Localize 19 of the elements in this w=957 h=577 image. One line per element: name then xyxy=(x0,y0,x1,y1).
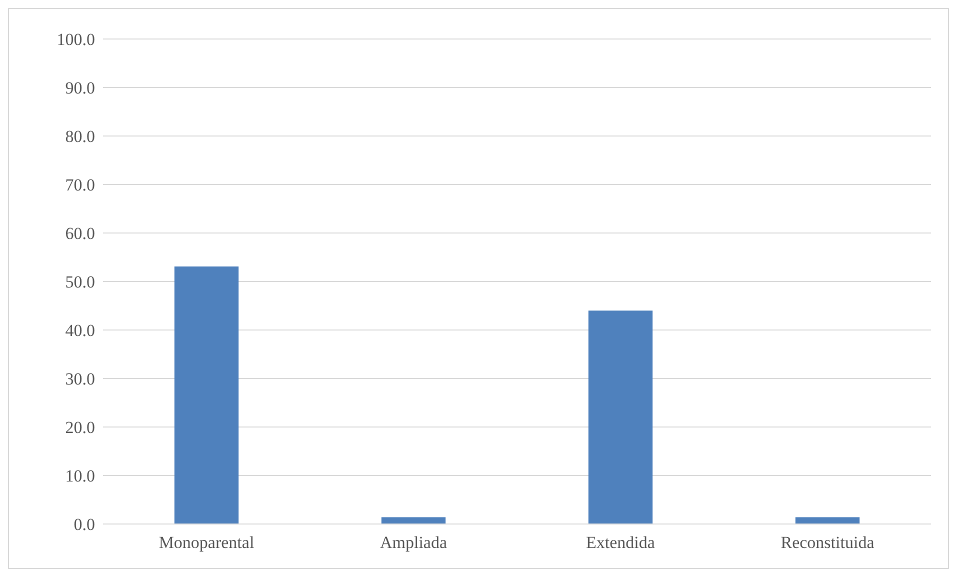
bar xyxy=(588,310,653,524)
bar xyxy=(795,517,860,524)
x-tick-label: Monoparental xyxy=(158,533,254,552)
y-tick-label: 60.0 xyxy=(65,224,95,243)
x-tick-label: Reconstituida xyxy=(780,533,875,552)
x-tick-label: Ampliada xyxy=(380,533,448,552)
y-tick-label: 80.0 xyxy=(65,126,95,146)
bar xyxy=(174,266,239,524)
y-tick-label: 70.0 xyxy=(65,175,95,194)
y-tick-label: 20.0 xyxy=(65,418,95,437)
y-tick-label: 30.0 xyxy=(65,369,95,388)
x-tick-label: Extendida xyxy=(586,533,656,552)
y-tick-label: 10.0 xyxy=(65,466,95,486)
y-tick-label: 40.0 xyxy=(65,320,95,340)
y-tick-label: 100.0 xyxy=(56,30,95,49)
y-tick-label: 90.0 xyxy=(65,78,95,98)
bar xyxy=(381,517,446,524)
y-tick-label: 0.0 xyxy=(74,514,95,534)
y-tick-label: 50.0 xyxy=(65,272,95,292)
